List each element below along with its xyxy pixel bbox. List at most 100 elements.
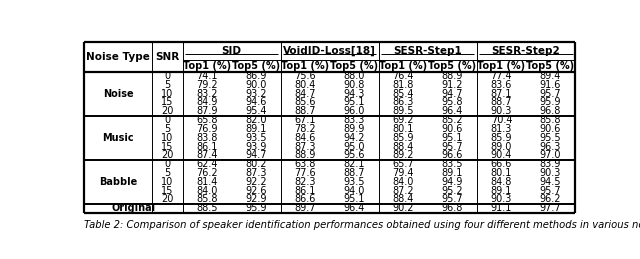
Text: SNR: SNR: [155, 52, 179, 62]
Text: 94.5: 94.5: [540, 177, 561, 187]
Text: 82.3: 82.3: [294, 177, 316, 187]
Text: 85.2: 85.2: [442, 115, 463, 125]
Text: 81.3: 81.3: [491, 124, 512, 134]
Text: 94.2: 94.2: [344, 133, 365, 143]
Text: 86.1: 86.1: [196, 141, 218, 152]
Text: 88.4: 88.4: [393, 141, 414, 152]
Text: 95.1: 95.1: [442, 133, 463, 143]
Text: 96.8: 96.8: [540, 106, 561, 116]
Text: 89.5: 89.5: [392, 106, 414, 116]
Text: 89.7: 89.7: [294, 203, 316, 213]
Text: 75.6: 75.6: [294, 71, 316, 81]
Text: 88.7: 88.7: [294, 106, 316, 116]
Text: 95.5: 95.5: [540, 133, 561, 143]
Text: 89.2: 89.2: [392, 150, 414, 160]
Text: 89.4: 89.4: [540, 71, 561, 81]
Text: 87.4: 87.4: [196, 150, 218, 160]
Text: 83.3: 83.3: [344, 115, 365, 125]
Text: 95.2: 95.2: [442, 185, 463, 196]
Text: 10: 10: [161, 177, 173, 187]
Text: 94.9: 94.9: [442, 177, 463, 187]
Text: 80.2: 80.2: [246, 159, 267, 169]
Text: Top1 (%): Top1 (%): [380, 61, 428, 71]
Text: 5: 5: [164, 80, 170, 90]
Text: 88.0: 88.0: [344, 71, 365, 81]
Text: 88.9: 88.9: [442, 71, 463, 81]
Text: 92.6: 92.6: [246, 185, 267, 196]
Text: 85.8: 85.8: [540, 115, 561, 125]
Text: 95.1: 95.1: [344, 97, 365, 107]
Text: 90.3: 90.3: [491, 194, 512, 204]
Text: 90.8: 90.8: [344, 80, 365, 90]
Text: 70.4: 70.4: [491, 115, 512, 125]
Text: 81.4: 81.4: [196, 177, 218, 187]
Text: 95.9: 95.9: [540, 97, 561, 107]
Text: 77.6: 77.6: [294, 168, 316, 178]
Text: 20: 20: [161, 150, 173, 160]
Text: 92.2: 92.2: [245, 177, 267, 187]
Text: 10: 10: [161, 89, 173, 99]
Text: 96.2: 96.2: [540, 194, 561, 204]
Text: 95.9: 95.9: [246, 203, 267, 213]
Text: 91.6: 91.6: [540, 80, 561, 90]
Text: 76.2: 76.2: [196, 168, 218, 178]
Text: 80.4: 80.4: [294, 80, 316, 90]
Text: 86.3: 86.3: [393, 97, 414, 107]
Text: 10: 10: [161, 133, 173, 143]
Text: 85.8: 85.8: [196, 194, 218, 204]
Text: Top5 (%): Top5 (%): [232, 61, 280, 71]
Text: 96.4: 96.4: [442, 106, 463, 116]
Text: 20: 20: [161, 106, 173, 116]
Text: 85.9: 85.9: [491, 133, 512, 143]
Text: 80.1: 80.1: [393, 124, 414, 134]
Text: 84.0: 84.0: [196, 185, 218, 196]
Text: Noise Type: Noise Type: [86, 52, 150, 62]
Text: 15: 15: [161, 185, 173, 196]
Text: 93.5: 93.5: [344, 177, 365, 187]
Text: 93.5: 93.5: [246, 133, 267, 143]
Text: Top1 (%): Top1 (%): [281, 61, 330, 71]
Text: 97.7: 97.7: [540, 203, 561, 213]
Text: 88.9: 88.9: [294, 150, 316, 160]
Text: 86.9: 86.9: [246, 71, 267, 81]
Text: 94.7: 94.7: [442, 89, 463, 99]
Text: 84.6: 84.6: [294, 133, 316, 143]
Text: 15: 15: [161, 97, 173, 107]
Text: Music: Music: [102, 133, 134, 143]
Text: 84.7: 84.7: [294, 89, 316, 99]
Text: 94.3: 94.3: [344, 89, 365, 99]
Text: Babble: Babble: [99, 177, 137, 187]
Text: 84.8: 84.8: [491, 177, 512, 187]
Text: SID: SID: [221, 46, 242, 56]
Text: Top5 (%): Top5 (%): [330, 61, 378, 71]
Text: Table 2: Comparison of speaker identification performances obtained using four d: Table 2: Comparison of speaker identific…: [84, 220, 640, 230]
Text: 20: 20: [161, 194, 173, 204]
Text: 96.4: 96.4: [344, 203, 365, 213]
Text: 95.7: 95.7: [540, 89, 561, 99]
Text: 93.2: 93.2: [246, 89, 267, 99]
Text: 85.4: 85.4: [392, 89, 414, 99]
Text: Top1 (%): Top1 (%): [477, 61, 525, 71]
Text: 90.3: 90.3: [491, 106, 512, 116]
Text: 81.8: 81.8: [393, 80, 414, 90]
Text: 5: 5: [164, 124, 170, 134]
Text: 88.7: 88.7: [491, 97, 512, 107]
Text: 88.7: 88.7: [344, 168, 365, 178]
Text: 83.2: 83.2: [196, 89, 218, 99]
Text: 87.1: 87.1: [491, 89, 512, 99]
Text: 95.7: 95.7: [540, 185, 561, 196]
Text: 94.0: 94.0: [344, 185, 365, 196]
Text: 89.1: 89.1: [442, 168, 463, 178]
Text: 0: 0: [164, 71, 170, 81]
Text: 91.2: 91.2: [442, 80, 463, 90]
Text: 82.1: 82.1: [344, 159, 365, 169]
Text: Top5 (%): Top5 (%): [428, 61, 476, 71]
Text: 95.7: 95.7: [442, 141, 463, 152]
Text: 84.9: 84.9: [196, 97, 218, 107]
Text: 96.0: 96.0: [344, 106, 365, 116]
Text: 83.9: 83.9: [540, 159, 561, 169]
Text: 62.4: 62.4: [196, 159, 218, 169]
Text: Top5 (%): Top5 (%): [527, 61, 575, 71]
Text: 80.1: 80.1: [491, 168, 512, 178]
Text: 78.2: 78.2: [294, 124, 316, 134]
